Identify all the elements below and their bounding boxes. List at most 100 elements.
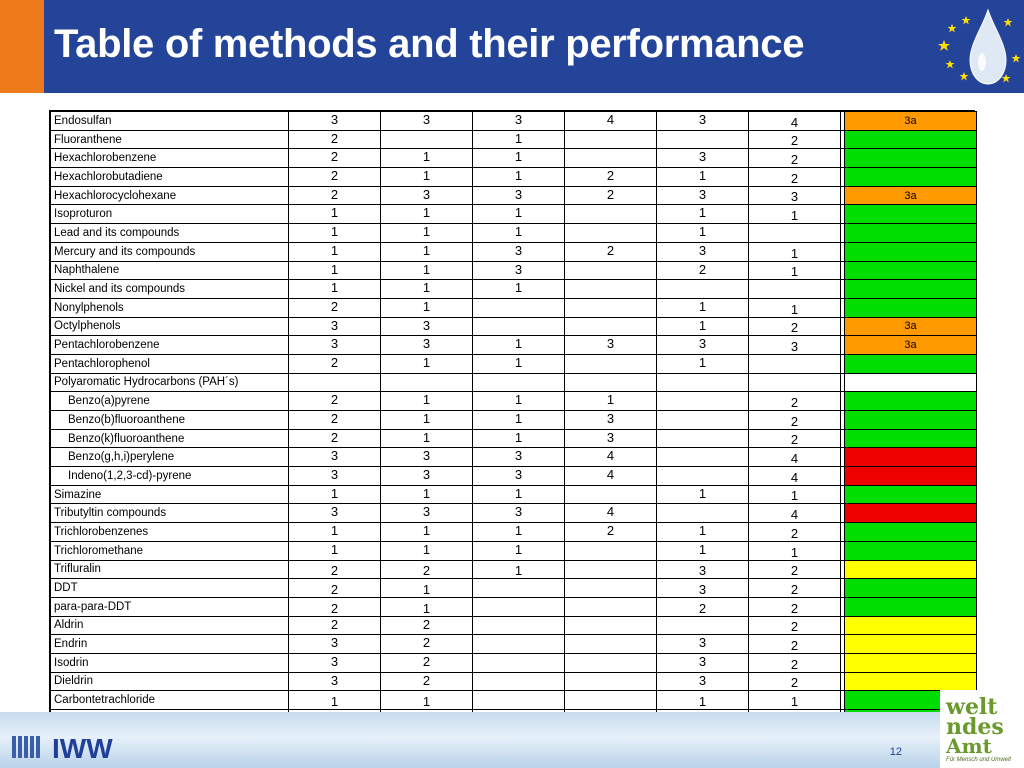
- table-row: Isoproturon 1 1 1 1 1: [50, 204, 977, 225]
- method-score-cell: 1: [472, 428, 565, 449]
- substance-name-cell: Benzo(g,h,i)perylene: [50, 447, 289, 468]
- method-score-cell: 3: [656, 559, 749, 580]
- method-score-cell: 1: [288, 540, 381, 561]
- method-score-cell: [748, 372, 841, 393]
- performance-status-cell: [844, 353, 977, 374]
- performance-status-cell: [844, 223, 977, 243]
- method-score-cell: 1: [656, 522, 749, 542]
- method-score-cell: 3: [288, 335, 381, 355]
- method-score-cell: 3: [564, 410, 657, 430]
- performance-status-cell: [844, 391, 977, 411]
- table-row: Trifluralin 2 2 1 3 2: [50, 559, 977, 580]
- method-score-cell: 1: [472, 484, 565, 505]
- method-score-cell: 2: [748, 522, 841, 542]
- method-score-cell: 2: [748, 316, 841, 337]
- method-score-cell: 1: [380, 260, 473, 281]
- method-score-cell: 2: [288, 353, 381, 374]
- method-score-cell: [564, 615, 657, 636]
- method-score-cell: 1: [748, 484, 841, 505]
- table-row: Aldrin 2 2 2: [50, 615, 977, 636]
- method-score-cell: 2: [748, 559, 841, 580]
- method-score-cell: 4: [564, 503, 657, 524]
- method-score-cell: [564, 634, 657, 654]
- table-row: Hexachlorobutadiene 2 1 1 2 1 2: [50, 167, 977, 187]
- method-score-cell: 3: [380, 185, 473, 206]
- table-row: Benzo(a)pyrene 2 1 1 1 2: [50, 391, 977, 411]
- table-row: Endrin 3 2 3 2: [50, 634, 977, 654]
- substance-name-cell: Tributyltin compounds: [50, 503, 289, 524]
- method-score-cell: 2: [380, 671, 473, 692]
- method-score-cell: [564, 671, 657, 692]
- substance-name-cell: Hexachlorobutadiene: [50, 167, 289, 187]
- method-score-cell: 3: [288, 466, 381, 486]
- method-score-cell: [656, 615, 749, 636]
- performance-status-cell: [844, 615, 977, 636]
- method-score-cell: 2: [748, 578, 841, 598]
- method-score-cell: 2: [748, 652, 841, 673]
- method-score-cell: 3: [288, 503, 381, 524]
- method-score-cell: 2: [380, 652, 473, 673]
- table-row: Nickel and its compounds 1 1 1: [50, 279, 977, 299]
- method-score-cell: [472, 690, 565, 710]
- method-score-cell: 1: [380, 596, 473, 617]
- method-score-cell: 4: [748, 111, 841, 131]
- method-score-cell: [380, 372, 473, 393]
- method-score-cell: 3: [288, 111, 381, 131]
- eu-water-drop-icon: [938, 8, 1021, 85]
- performance-status-cell: [844, 410, 977, 430]
- method-score-cell: 1: [656, 353, 749, 374]
- method-score-cell: 1: [380, 428, 473, 449]
- performance-status-cell: [844, 428, 977, 449]
- method-score-cell: 1: [472, 410, 565, 430]
- substance-name-cell: Endosulfan: [50, 111, 289, 131]
- method-score-cell: 2: [748, 148, 841, 169]
- method-score-cell: 2: [288, 615, 381, 636]
- logo-text-line1: welt: [946, 694, 998, 720]
- method-score-cell: 3: [288, 652, 381, 673]
- table-row: Fluoranthene 2 1 2: [50, 129, 977, 150]
- method-score-cell: 3: [472, 447, 565, 468]
- method-score-cell: 1: [748, 690, 841, 710]
- method-score-cell: 2: [748, 671, 841, 692]
- method-score-cell: [564, 540, 657, 561]
- method-score-cell: 3: [472, 185, 565, 206]
- method-score-cell: 3: [288, 671, 381, 692]
- table-row: Hexachlorobenzene 2 1 1 3 2: [50, 148, 977, 169]
- method-score-cell: [564, 279, 657, 299]
- method-score-cell: [564, 204, 657, 225]
- method-score-cell: 3: [656, 652, 749, 673]
- method-score-cell: 1: [656, 484, 749, 505]
- method-score-cell: 1: [288, 223, 381, 243]
- page-number: 12: [889, 746, 902, 758]
- method-score-cell: 3: [656, 148, 749, 169]
- substance-name-cell: Benzo(a)pyrene: [50, 391, 289, 411]
- substance-name-cell: Dieldrin: [50, 671, 289, 692]
- method-score-cell: 2: [288, 410, 381, 430]
- method-score-cell: 1: [472, 279, 565, 299]
- method-score-cell: 1: [656, 297, 749, 318]
- performance-status-cell: [844, 652, 977, 673]
- method-score-cell: [472, 615, 565, 636]
- method-score-cell: 1: [472, 559, 565, 580]
- method-score-cell: [472, 652, 565, 673]
- performance-status-cell: [844, 522, 977, 542]
- method-score-cell: [564, 690, 657, 710]
- method-score-cell: 3: [564, 428, 657, 449]
- substance-name-cell: Indeno(1,2,3-cd)-pyrene: [50, 466, 289, 486]
- method-score-cell: 2: [656, 596, 749, 617]
- method-score-cell: 3: [380, 335, 473, 355]
- method-score-cell: 1: [380, 484, 473, 505]
- method-score-cell: 1: [656, 540, 749, 561]
- method-score-cell: 1: [472, 335, 565, 355]
- method-score-cell: 1: [472, 204, 565, 225]
- table-row: Benzo(k)fluoroanthene 2 1 1 3 2: [50, 428, 977, 449]
- substance-name-cell: Pentachlorophenol: [50, 353, 289, 374]
- performance-status-cell: [844, 129, 977, 150]
- table-row: para-para-DDT 2 1 2 2: [50, 596, 977, 617]
- method-score-cell: 1: [656, 223, 749, 243]
- performance-status-cell: [844, 596, 977, 617]
- method-score-cell: 1: [288, 204, 381, 225]
- method-score-cell: 3: [472, 111, 565, 131]
- method-score-cell: [656, 372, 749, 393]
- method-score-cell: [564, 353, 657, 374]
